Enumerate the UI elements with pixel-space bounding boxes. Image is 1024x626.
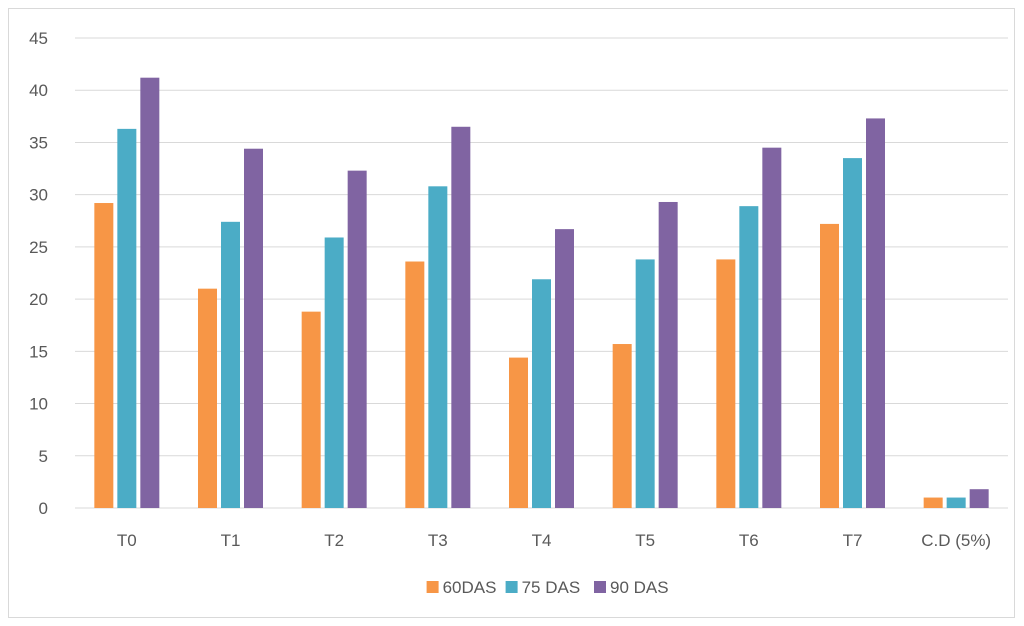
y-tick-label: 5: [39, 447, 48, 466]
legend: 60DAS 75 DAS 90 DAS: [426, 578, 669, 597]
bar: [532, 279, 551, 508]
bar: [635, 259, 655, 508]
legend-label: 90 DAS: [610, 578, 669, 597]
bar: [612, 344, 632, 508]
legend-label: 75 DAS: [522, 578, 581, 597]
bar: [946, 497, 966, 508]
x-tick-label: T4: [532, 531, 552, 550]
bar: [94, 203, 114, 508]
bar: [866, 118, 885, 508]
x-tick-label: T1: [221, 531, 241, 550]
x-tick-label: T2: [324, 531, 344, 550]
x-axis-ticks: T0 T1 T2 T3 T4 T5 T6 T7 C.D (5%): [117, 531, 991, 550]
y-tick-label: 35: [29, 133, 48, 152]
bar: [762, 147, 782, 508]
bar: [739, 206, 759, 508]
x-tick-label: T7: [843, 531, 863, 550]
x-tick-label: T0: [117, 531, 137, 550]
bar: [347, 170, 367, 508]
bar: [509, 357, 528, 508]
y-tick-label: 0: [39, 499, 48, 518]
legend-swatch: [594, 581, 606, 593]
y-tick-label: 10: [29, 395, 48, 414]
bar: [324, 237, 344, 508]
bar: [140, 77, 160, 508]
bar: [451, 126, 471, 509]
x-tick-label: T5: [635, 531, 655, 550]
x-tick-label: T3: [428, 531, 448, 550]
bar: [843, 158, 862, 508]
bars: [94, 77, 989, 509]
bar: [555, 229, 574, 508]
x-tick-label: T6: [739, 531, 759, 550]
bar: [244, 148, 263, 508]
bar: [405, 261, 425, 508]
bar: [198, 288, 217, 508]
bar: [117, 128, 137, 508]
y-tick-label: 20: [29, 290, 48, 309]
bar: [428, 186, 448, 509]
bar: [716, 259, 736, 508]
bar: [221, 221, 240, 509]
y-tick-label: 40: [29, 81, 48, 100]
legend-swatch: [426, 581, 439, 593]
bar: [923, 497, 943, 508]
bar: [969, 489, 989, 508]
bar: [820, 223, 839, 508]
y-tick-label: 30: [29, 186, 48, 205]
x-tick-label: C.D (5%): [921, 531, 991, 550]
y-axis-ticks: 0 5 10 15 20 25 30 35 40 45: [29, 29, 48, 518]
legend-label: 60DAS: [443, 578, 497, 597]
bar: [301, 311, 321, 508]
legend-swatch: [505, 581, 518, 593]
y-tick-label: 15: [29, 342, 48, 361]
y-tick-label: 45: [29, 29, 48, 48]
bar: [658, 201, 678, 508]
y-tick-label: 25: [29, 238, 48, 257]
